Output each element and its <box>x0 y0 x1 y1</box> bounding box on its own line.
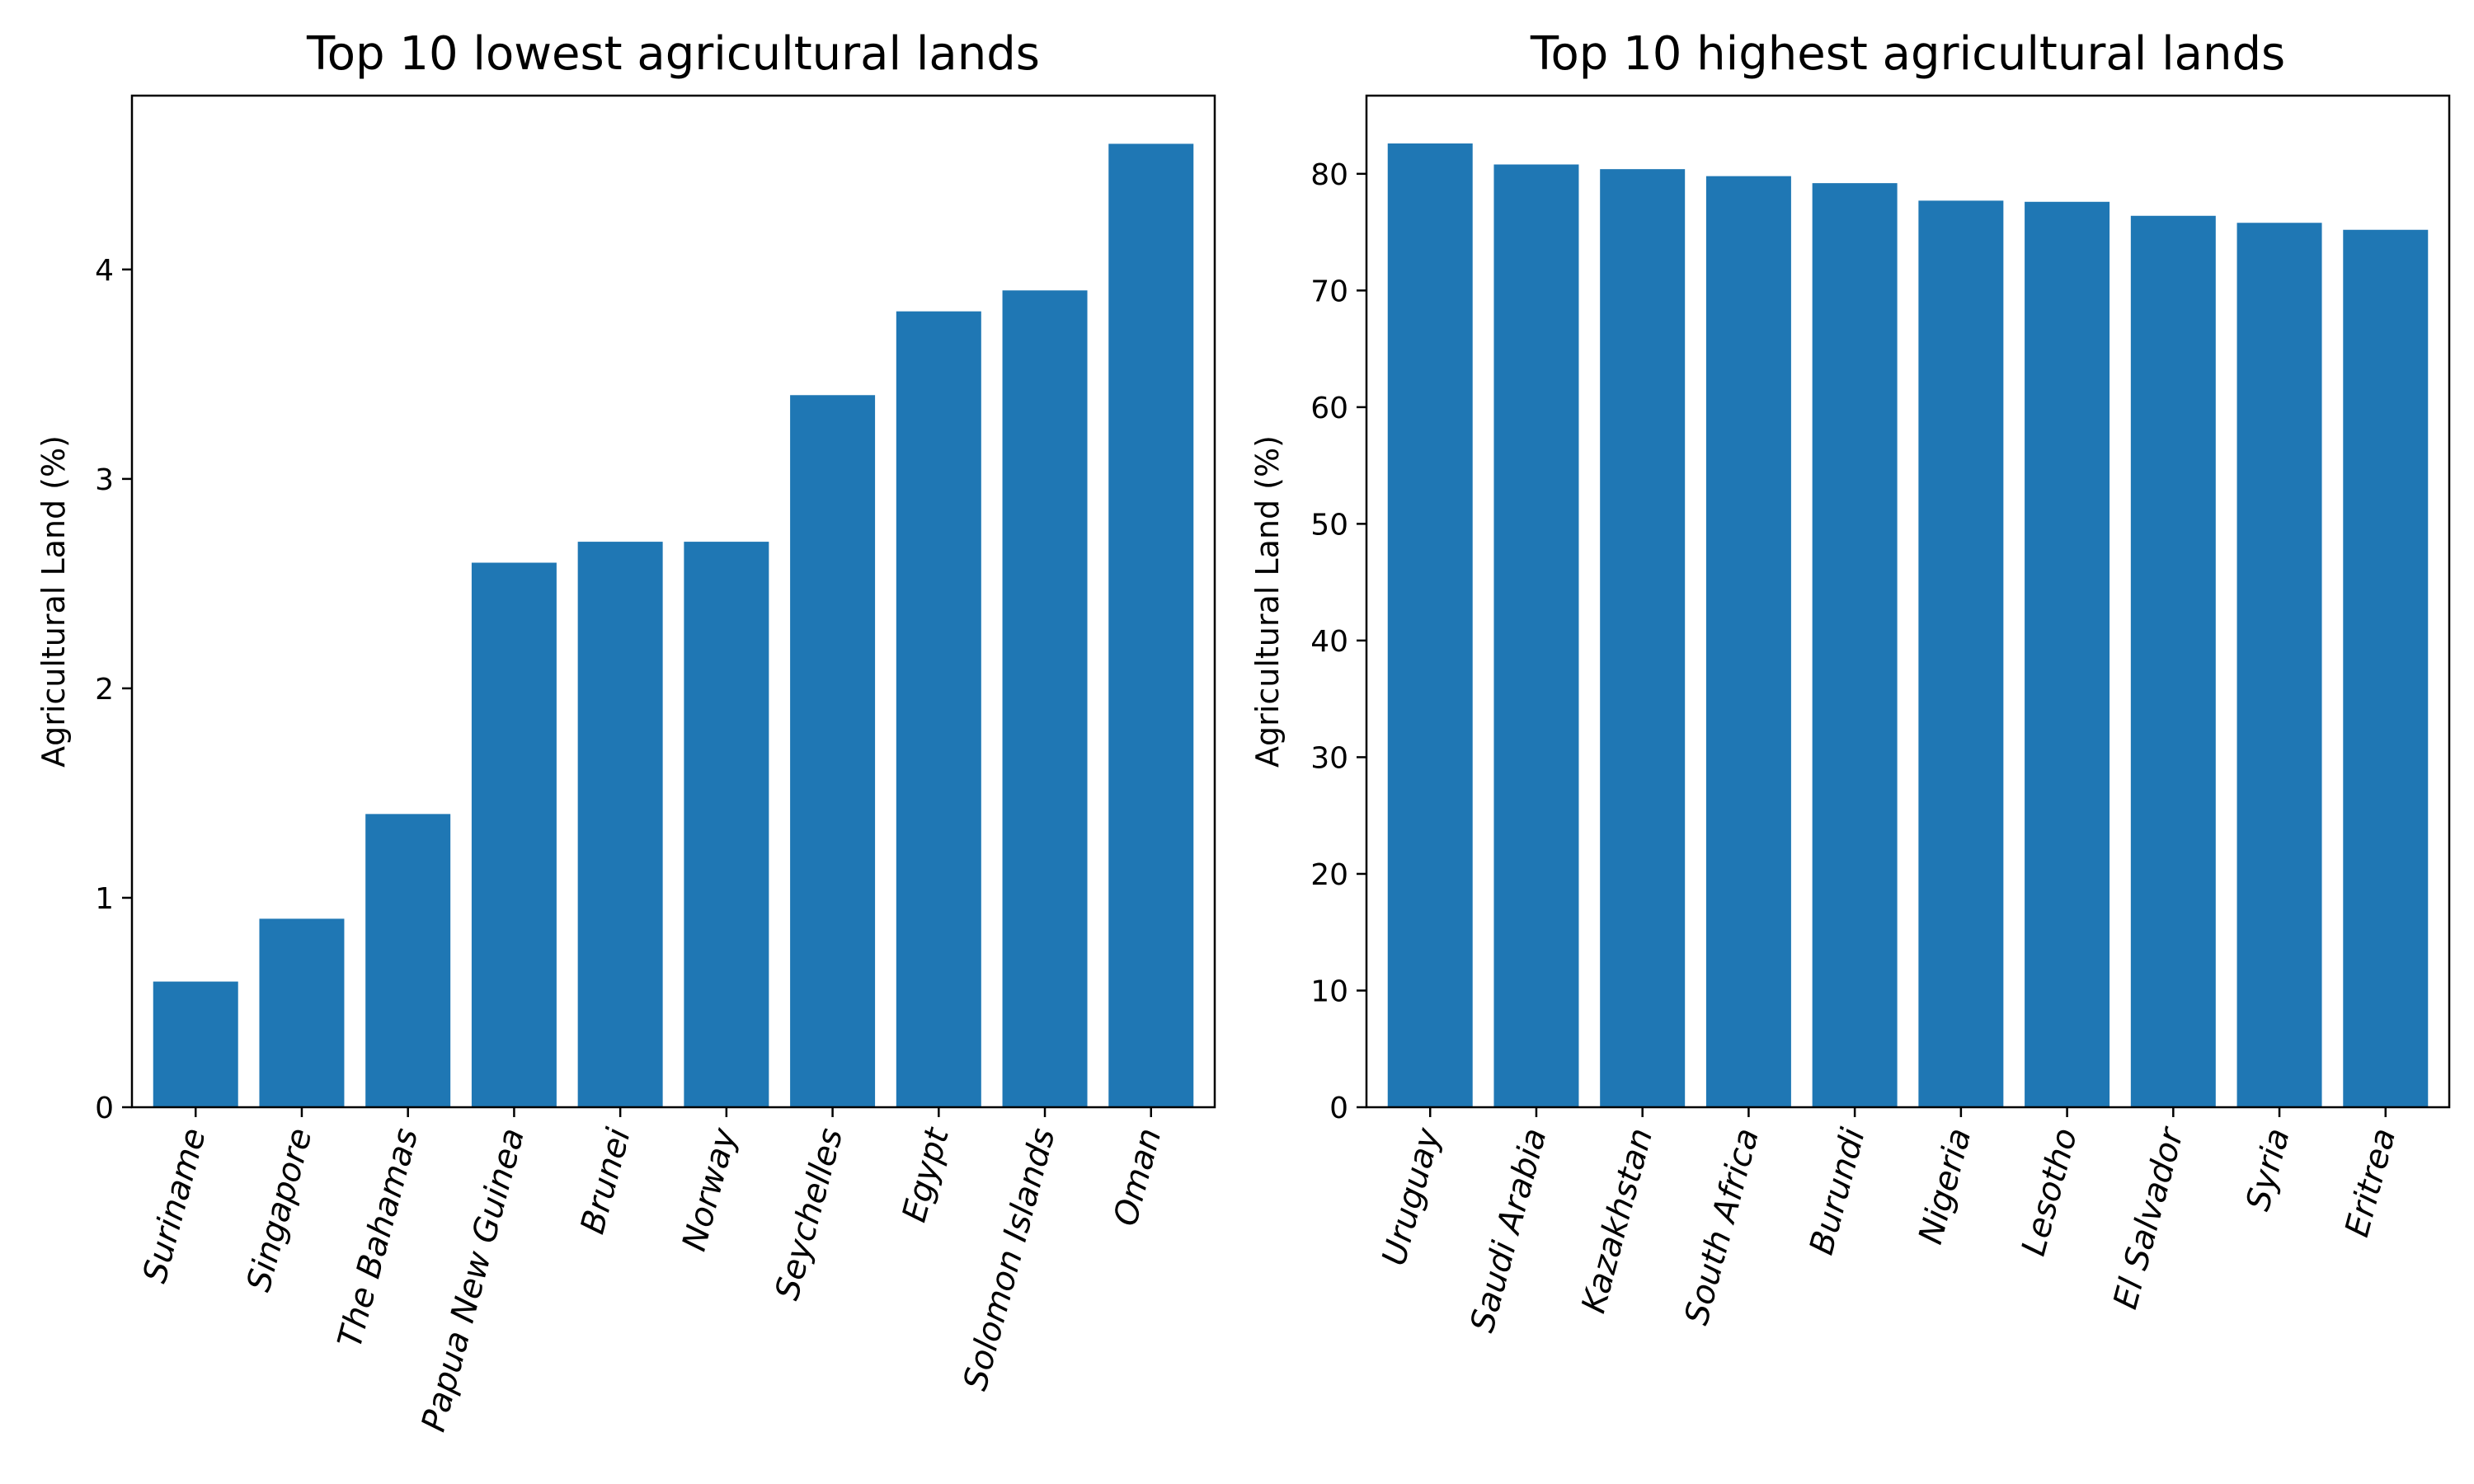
bar-singapore <box>259 918 345 1107</box>
y-tick-label: 0 <box>95 1092 114 1125</box>
x-tick-label: Brunei <box>574 1125 638 1238</box>
chart-lowest-agricultural-lands: Top 10 lowest agricultural lands Agricult… <box>35 27 1216 1436</box>
x-tick-label: The Bahamas <box>331 1125 426 1352</box>
bar-seychelles <box>790 395 876 1107</box>
x-tick-label: South Africa <box>1677 1125 1766 1329</box>
chart-title: Top 10 highest agricultural lands <box>1530 27 2285 81</box>
y-tick-label: 30 <box>1310 741 1348 775</box>
y-tick-label: 1 <box>95 882 114 916</box>
y-tick-label: 60 <box>1310 392 1348 425</box>
bar-the-bahamas <box>365 814 451 1107</box>
x-tick-label: Eritrea <box>2338 1125 2403 1241</box>
bar-egypt <box>896 311 981 1107</box>
x-tick-label: Suriname <box>136 1125 214 1287</box>
y-tick-label: 70 <box>1310 275 1348 308</box>
chart-highest-agricultural-lands: Top 10 highest agricultural lands Agricul… <box>1249 27 2451 1336</box>
bar-uruguay <box>1387 143 1473 1108</box>
bar-eritrea <box>2343 229 2429 1107</box>
plot-frame <box>130 94 1216 1109</box>
x-tick-label: Syria <box>2239 1125 2298 1215</box>
bar-south-africa <box>1705 176 1791 1107</box>
bar-el-salvador <box>2130 215 2216 1107</box>
x-tick-label: Norway <box>675 1123 745 1255</box>
bar-suriname <box>153 981 238 1107</box>
y-tick-label: 4 <box>95 254 114 288</box>
x-tick-label: Burundi <box>1803 1125 1873 1259</box>
bar-nigeria <box>1918 200 2004 1107</box>
bar-lesotho <box>2025 201 2110 1108</box>
bar-kazakhstan <box>1600 169 1686 1107</box>
x-tick-label: Lesotho <box>2015 1125 2085 1260</box>
x-tick-label: Singapore <box>240 1125 320 1296</box>
y-tick-label: 20 <box>1310 858 1348 892</box>
y-tick-label: 80 <box>1310 158 1348 192</box>
x-tick-label: Saudi Arabia <box>1463 1125 1554 1336</box>
y-axis-label: Agricultural Land (%) <box>1249 435 1286 768</box>
x-tick-label: Egypt <box>896 1123 957 1226</box>
bar-solomon-islands <box>1002 290 1088 1108</box>
x-tick-label: Seychelles <box>769 1125 851 1304</box>
x-tick-label: Kazakhstan <box>1574 1125 1660 1317</box>
y-tick-label: 2 <box>95 673 114 707</box>
bar-saudi-arabia <box>1493 164 1579 1107</box>
plot-frame <box>1365 94 2451 1109</box>
x-tick-label: Papua New Guinea <box>415 1125 532 1436</box>
y-tick-label: 0 <box>1329 1092 1348 1125</box>
bar-syria <box>2236 223 2322 1107</box>
y-tick-label: 3 <box>95 463 114 497</box>
x-tick-label: Oman <box>1107 1125 1169 1230</box>
x-tick-label: Nigeria <box>1912 1125 1978 1248</box>
y-axis-label: Agricultural Land (%) <box>35 435 72 768</box>
bar-oman <box>1108 143 1194 1107</box>
chart-title: Top 10 lowest agricultural lands <box>306 27 1040 81</box>
y-tick-label: 50 <box>1310 508 1348 542</box>
y-tick-label: 10 <box>1310 974 1348 1008</box>
bar-burundi <box>1812 183 1898 1108</box>
x-tick-label: Solomon Islands <box>957 1125 1063 1395</box>
bar-brunei <box>577 542 663 1107</box>
bar-papua-new-guinea <box>471 562 557 1107</box>
x-tick-label: Uruguay <box>1375 1123 1448 1269</box>
y-tick-label: 40 <box>1310 625 1348 659</box>
x-tick-label: El Salvador <box>2106 1122 2191 1313</box>
bar-norway <box>684 542 769 1107</box>
